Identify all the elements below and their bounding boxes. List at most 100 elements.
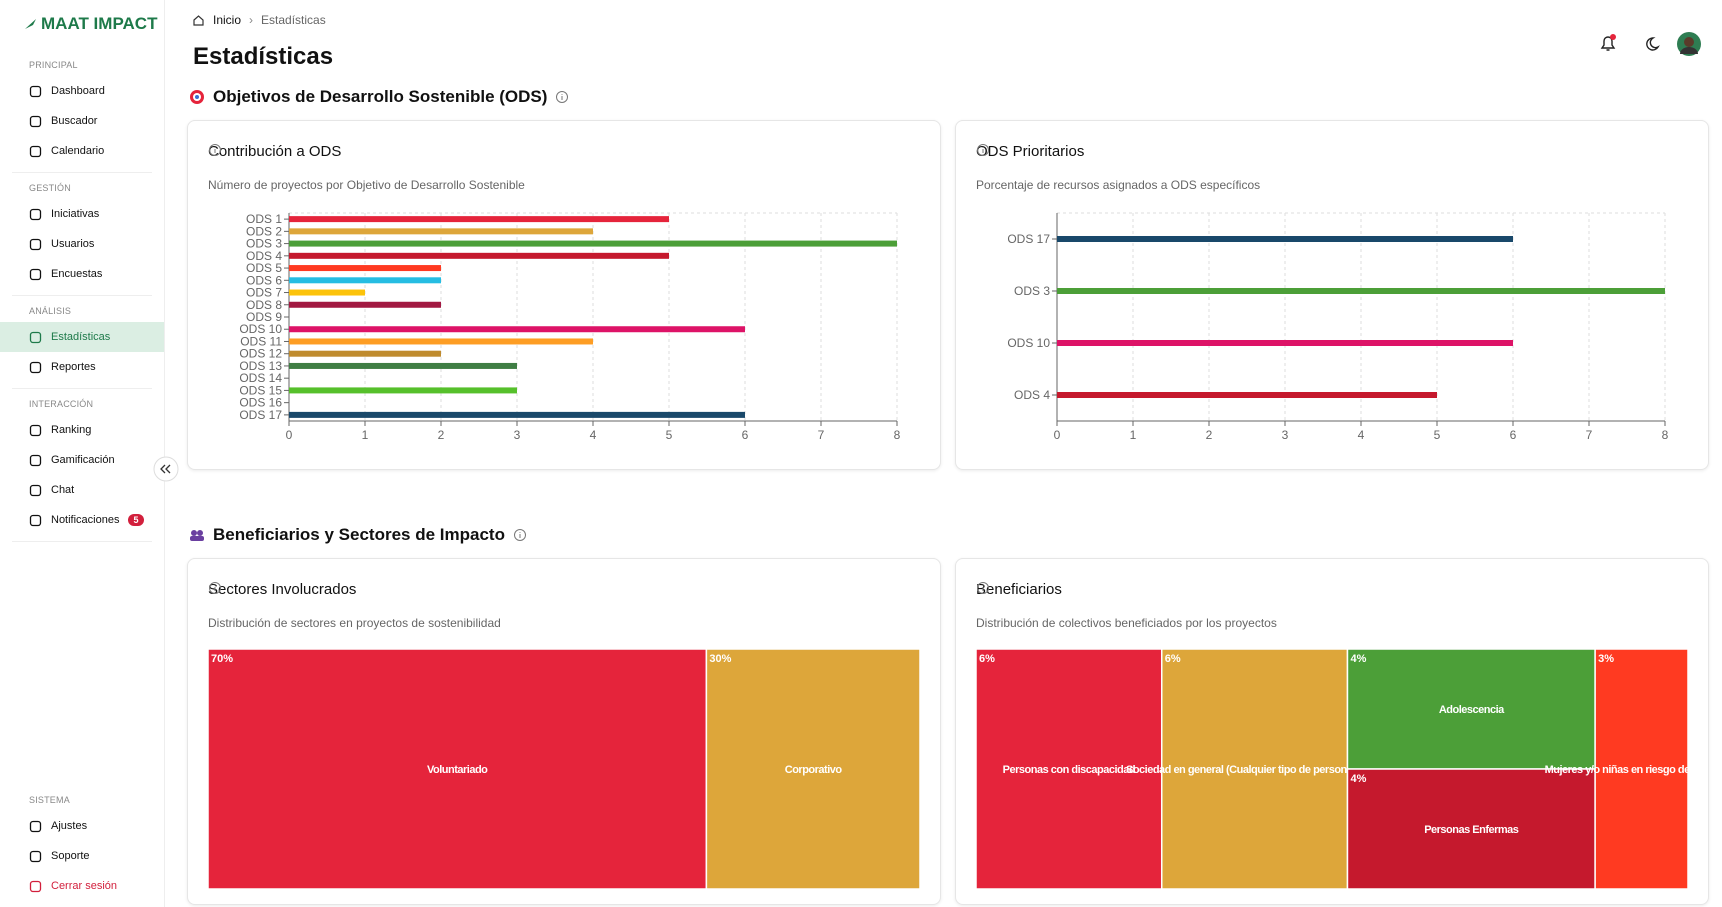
nav-item[interactable]: Ajustes (0, 811, 164, 841)
avatar[interactable] (1677, 32, 1701, 56)
x-tick-label: 5 (1434, 428, 1441, 442)
nav-item[interactable]: Ranking (0, 415, 164, 445)
y-tick-label: ODS 1 (246, 212, 282, 226)
nav-item[interactable]: Notificaciones 5 (0, 505, 164, 535)
x-tick-label: 4 (1358, 428, 1365, 442)
nav-item[interactable]: Calendario (0, 136, 164, 166)
nav-item[interactable]: Estadísticas (0, 322, 164, 352)
nav-icon (29, 454, 42, 466)
bar (1057, 288, 1665, 294)
nav-group: GESTIÓN Iniciativas Usuarios Encuestas (12, 173, 152, 296)
bar (289, 277, 441, 284)
info-icon[interactable] (555, 90, 569, 104)
nav-label: Ajustes (51, 820, 88, 832)
cell-value-label: 6% (979, 653, 995, 665)
treemap-cell (975, 648, 1163, 890)
nav-item[interactable]: Dashboard (0, 76, 164, 106)
nav-item[interactable]: Gamificación (0, 445, 164, 475)
bar (1057, 236, 1513, 242)
x-tick-label: 7 (1586, 428, 1593, 442)
cell-name: Mujeres y/o niñas en riesgo de exclusión (1545, 764, 1708, 776)
logo[interactable]: MAAT IMPACT (0, 0, 164, 50)
nav-icon (29, 208, 42, 220)
y-tick-label: ODS 6 (246, 273, 282, 287)
nav-item[interactable]: Chat (0, 475, 164, 505)
theme-toggle[interactable] (1646, 37, 1660, 51)
spacer (0, 542, 164, 785)
nav-item[interactable]: Cerrar sesión (0, 871, 164, 901)
info-icon[interactable] (208, 143, 222, 157)
x-tick-label: 4 (590, 428, 597, 442)
x-tick-label: 6 (742, 428, 749, 442)
nav-label: Gamificación (51, 454, 115, 466)
y-tick-label: ODS 3 (246, 237, 282, 251)
nav-group: SISTEMA Ajustes Soporte Cerrar sesión (12, 785, 152, 907)
nav-icon-shape (29, 115, 42, 127)
card-title: ODS Prioritarios (976, 143, 1084, 160)
chart: 6% Personas con discapacidad 6% Sociedad en… (975, 648, 1708, 890)
cell-value-label: 3% (1598, 653, 1614, 665)
nav-group: ANÁLISIS Estadísticas Reportes (0, 296, 164, 389)
logo-icon (25, 19, 36, 29)
info-circle (977, 144, 989, 156)
nav-item[interactable]: Iniciativas (0, 199, 164, 229)
treemap-cell (1346, 768, 1596, 890)
nav-item[interactable]: Soporte (0, 841, 164, 871)
treemap-cell (207, 648, 708, 890)
home-icon (193, 14, 204, 26)
chart-subtitle: Número de proyectos por Objetivo de Desa… (208, 178, 525, 192)
chart-card: 6% Personas con discapacidad 6% Sociedad en… (955, 558, 1709, 905)
nav-group: INTERACCIÓN Ranking Gamificación Chat Notifi… (12, 389, 152, 542)
nav-icon-shape (29, 145, 42, 157)
nav-group-title: PRINCIPAL (29, 60, 78, 70)
nav-icon (29, 115, 42, 127)
nav-icon-shape (29, 514, 42, 526)
bar (289, 216, 669, 223)
info-icon[interactable] (513, 528, 527, 542)
info-icon[interactable] (208, 581, 222, 595)
y-tick-label: ODS 12 (239, 347, 282, 361)
nav-item[interactable]: Reportes (0, 352, 164, 382)
nav-label: Chat (51, 484, 75, 496)
cell-name: Personas con discapacidad (1003, 764, 1135, 776)
nav-label: Buscador (51, 115, 98, 127)
nav-icon (29, 268, 42, 280)
bar (289, 387, 517, 394)
nav-label: Cerrar sesión (51, 880, 118, 892)
nav-icon (29, 514, 42, 526)
bar (289, 411, 745, 418)
collapse-button[interactable] (153, 456, 179, 482)
bar (289, 326, 745, 333)
chart-title: Sectores Involucrados (208, 581, 357, 598)
chart-card: 70% Voluntariado 30% Corporativo Sectores In… (187, 558, 941, 905)
bell[interactable] (1600, 34, 1616, 51)
nav-icon-shape (29, 331, 42, 343)
nav-group-title: SISTEMA (29, 795, 70, 805)
bar (289, 240, 897, 247)
breadcrumb-link[interactable]: Inicio (213, 13, 242, 27)
y-tick-label: ODS 10 (1007, 336, 1050, 350)
nav-icon-shape (29, 361, 42, 373)
nav-item[interactable]: Encuestas (0, 259, 164, 289)
nav-item[interactable]: Buscador (0, 106, 164, 136)
cell-value-label: 6% (1165, 653, 1181, 665)
y-tick-label: ODS 10 (239, 322, 282, 336)
treemap-cell (1160, 648, 1349, 890)
cell-name: Corporativo (785, 764, 843, 776)
cell-name: Adolescencia (1439, 704, 1505, 716)
chart-subtitle: Distribución de colectivos beneficiados … (976, 616, 1277, 630)
nav-label: Usuarios (51, 238, 95, 250)
cell-value-label: 70% (211, 653, 233, 665)
nav-group-title: ANÁLISIS (29, 306, 72, 316)
cell-value-label: 4% (1350, 773, 1366, 785)
section-header: Objetivos de Desarrollo Sostenible (ODS) (189, 87, 569, 107)
info-icon[interactable] (976, 143, 990, 157)
section-icon (190, 530, 204, 541)
nav-item[interactable]: Usuarios (0, 229, 164, 259)
sidebar: MAAT IMPACT PRINCIPAL Dashboard Buscador Ca… (0, 0, 165, 907)
info-icon[interactable] (976, 581, 990, 595)
page-title: Estadísticas (193, 43, 334, 70)
